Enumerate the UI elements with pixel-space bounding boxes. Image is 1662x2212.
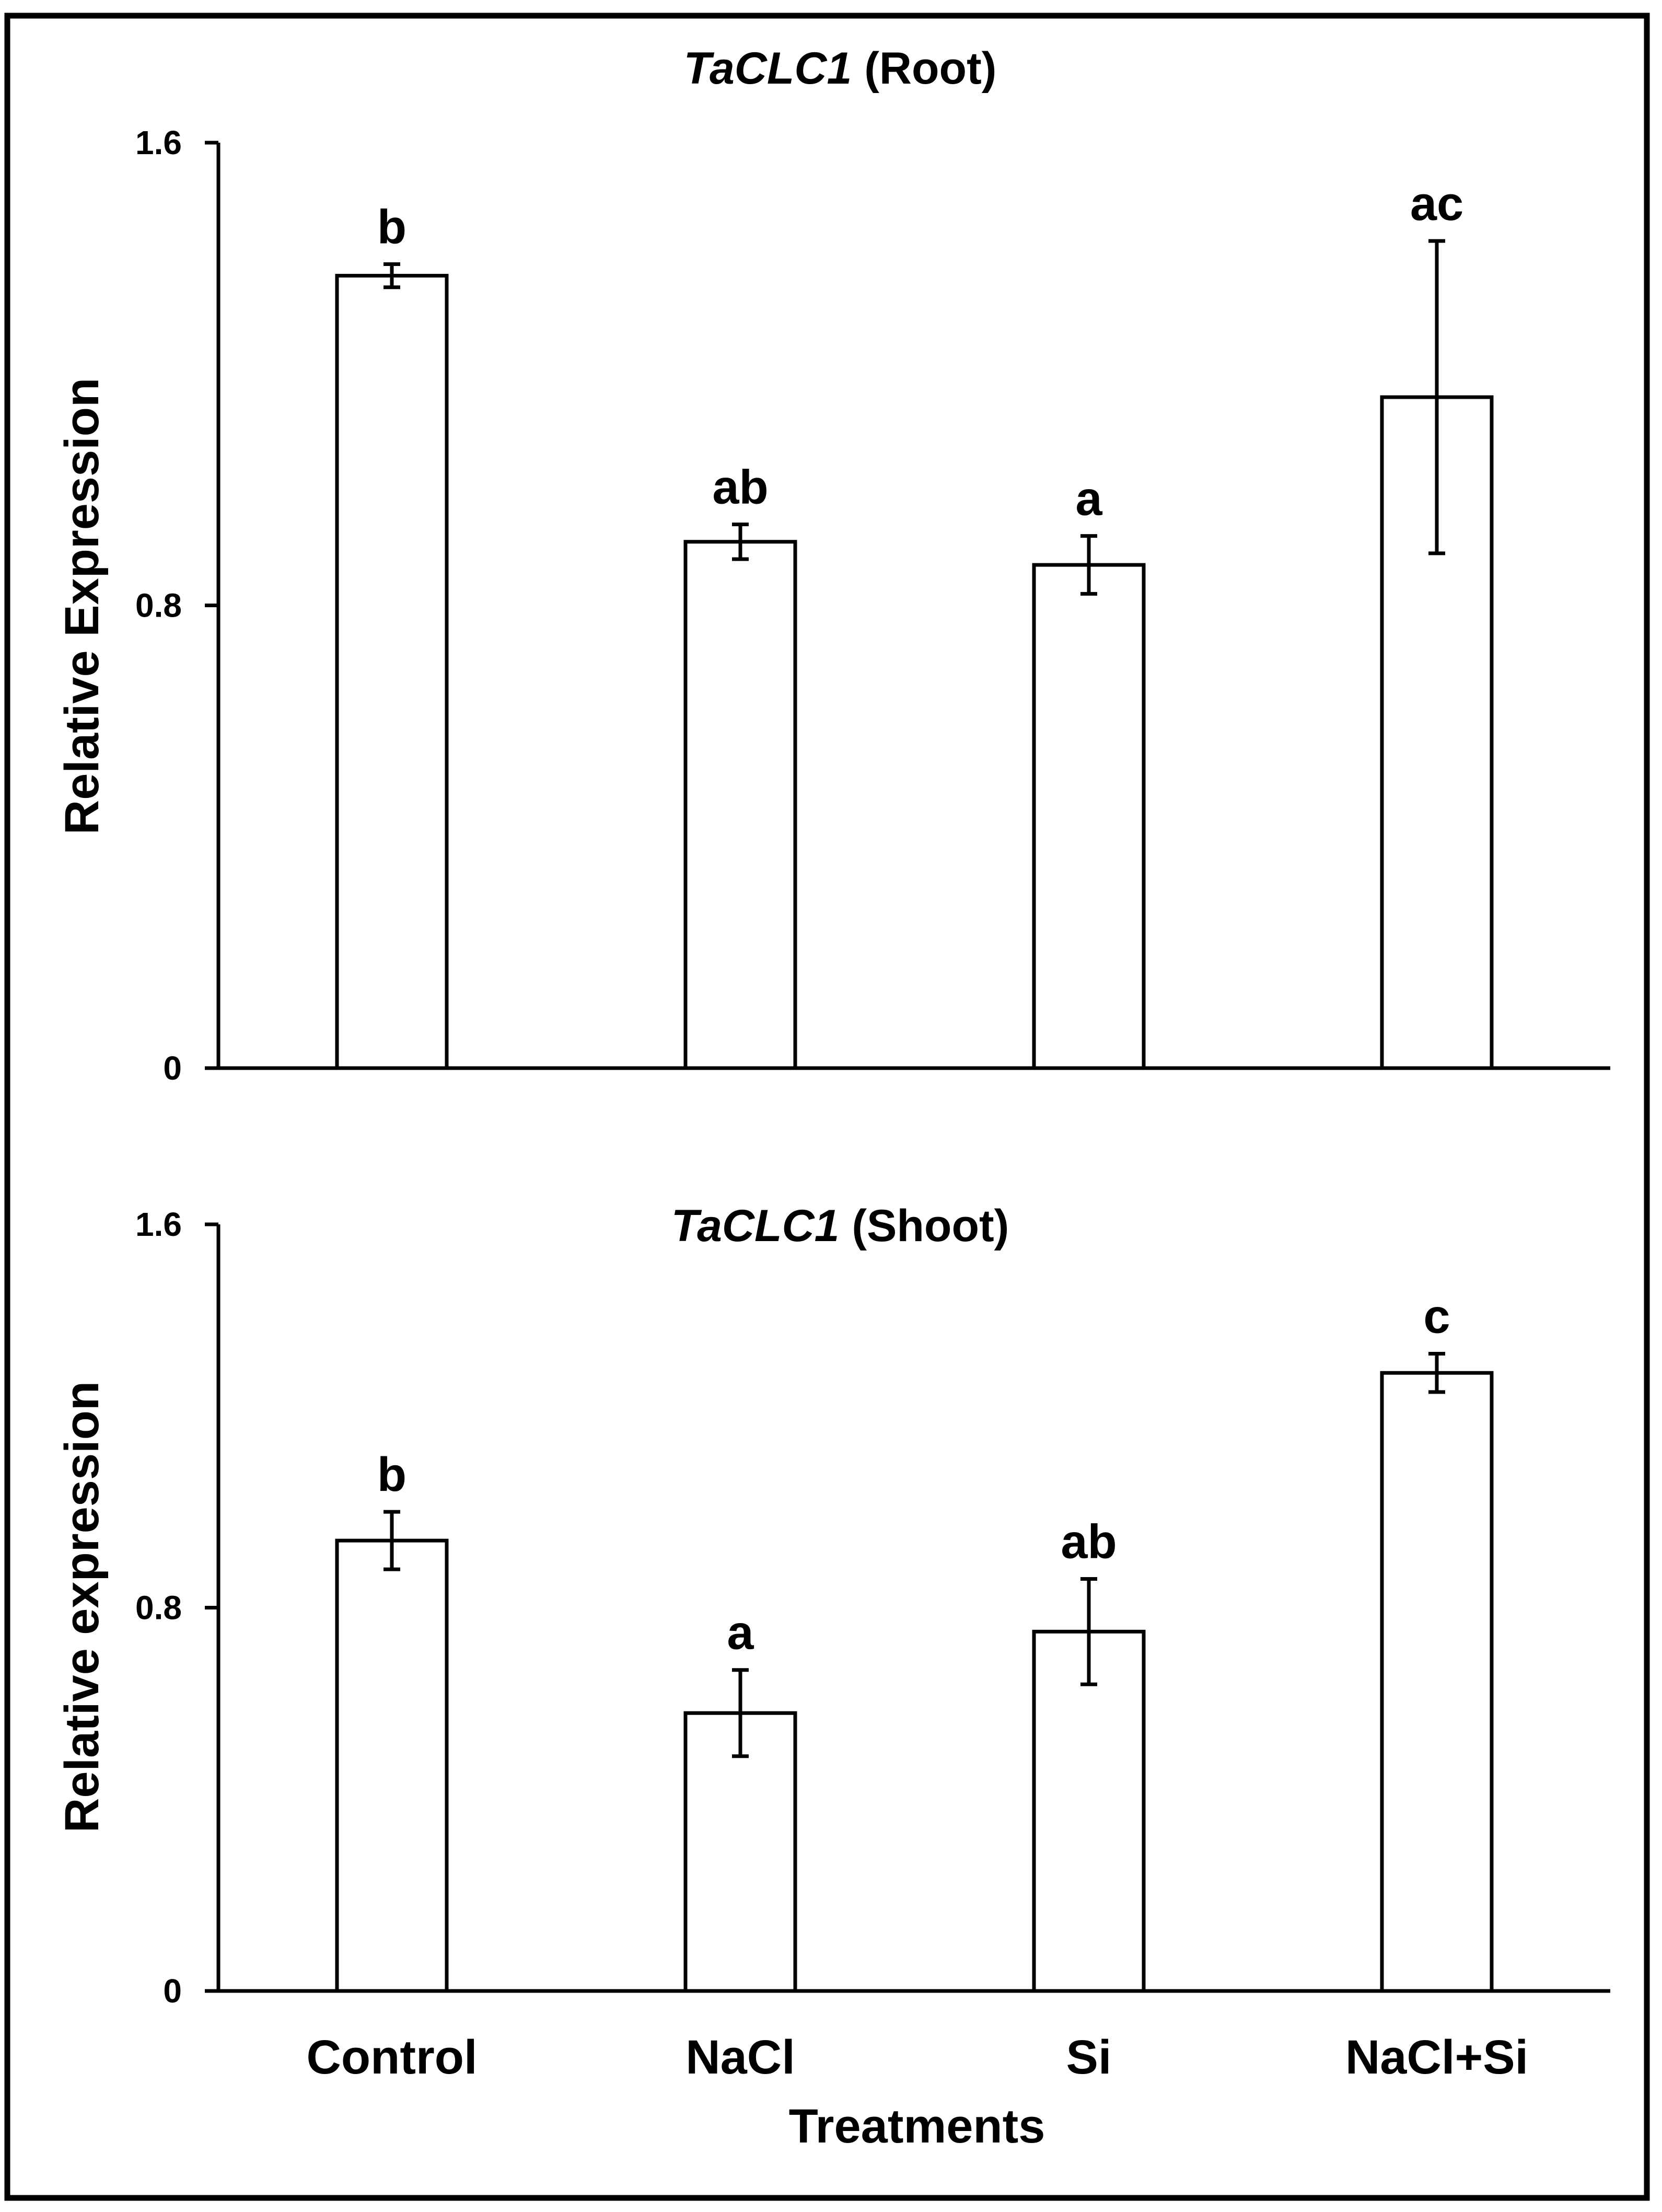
figure-border xyxy=(4,13,1650,2201)
x-axis-label: Treatments xyxy=(789,2100,1045,2153)
shoot-x-tick-labels: Control NaCl Si NaCl+Si xyxy=(306,2031,1528,2084)
root-bar-si xyxy=(1032,563,1146,1070)
shoot-bar-nacl-si xyxy=(1380,1371,1494,1993)
shoot-bar-control xyxy=(335,1538,449,1993)
root-bar-nacl xyxy=(683,540,797,1070)
root-significance-label-si: a xyxy=(1075,472,1102,526)
root-significance-label-control: b xyxy=(377,200,406,253)
shoot-y-tick-label-0: 0 xyxy=(163,1972,182,2010)
shoot-chart-title: TaCLC1 (Shoot) xyxy=(671,1201,1009,1251)
shoot-axes: 0 0.8 1.6 xyxy=(135,1206,1610,2010)
shoot-y-tick-label-1-6: 1.6 xyxy=(135,1206,182,1243)
root-y-tick-label-1-6: 1.6 xyxy=(135,124,182,161)
root-y-tick-label-0: 0 xyxy=(163,1049,182,1087)
shoot-significance-label-nacl-si: c xyxy=(1423,1290,1450,1344)
shoot-y-axis-label: Relative expression xyxy=(55,1381,109,1833)
shoot-chart: TaCLC1 (Shoot) Relative expression b a ab c… xyxy=(55,1201,1610,2153)
x-tick-label-nacl: NaCl xyxy=(685,2031,795,2084)
root-axes: 0 0.8 1.6 xyxy=(135,124,1610,1087)
root-significance-label-nacl: ab xyxy=(712,461,768,514)
root-chart-title: TaCLC1 (Root) xyxy=(684,43,997,94)
root-bar-control xyxy=(335,274,449,1070)
shoot-significance-label-control: b xyxy=(377,1448,406,1501)
root-chart: TaCLC1 (Root) Relative Expression b ab a ac… xyxy=(55,43,1610,1087)
root-y-tick-label-0-8: 0.8 xyxy=(135,587,182,624)
shoot-significance-label-si: ab xyxy=(1061,1515,1117,1568)
root-y-axis-label: Relative Expression xyxy=(55,378,109,835)
x-tick-label-control: Control xyxy=(306,2031,477,2084)
x-tick-label-si: Si xyxy=(1066,2031,1112,2084)
x-tick-label-nacl-si: NaCl+Si xyxy=(1345,2031,1528,2084)
shoot-significance-label-nacl: a xyxy=(727,1606,754,1660)
root-bars: b ab a ac xyxy=(335,177,1494,1070)
root-significance-label-nacl-si: ac xyxy=(1410,177,1463,230)
shoot-bars: b a ab c xyxy=(335,1290,1494,1993)
shoot-y-tick-label-0-8: 0.8 xyxy=(135,1589,182,1627)
